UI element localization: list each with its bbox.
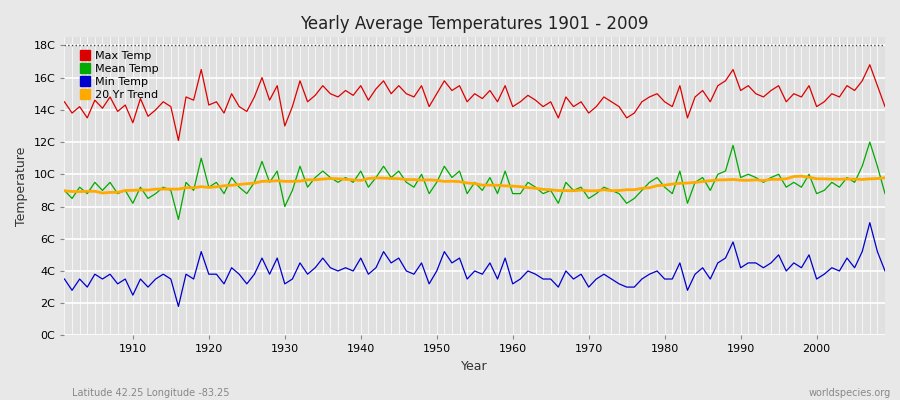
X-axis label: Year: Year [462,360,488,373]
Title: Yearly Average Temperatures 1901 - 2009: Yearly Average Temperatures 1901 - 2009 [301,15,649,33]
Text: worldspecies.org: worldspecies.org [809,388,891,398]
Text: Latitude 42.25 Longitude -83.25: Latitude 42.25 Longitude -83.25 [72,388,230,398]
Y-axis label: Temperature: Temperature [15,147,28,226]
Legend: Max Temp, Mean Temp, Min Temp, 20 Yr Trend: Max Temp, Mean Temp, Min Temp, 20 Yr Tre… [78,49,161,102]
